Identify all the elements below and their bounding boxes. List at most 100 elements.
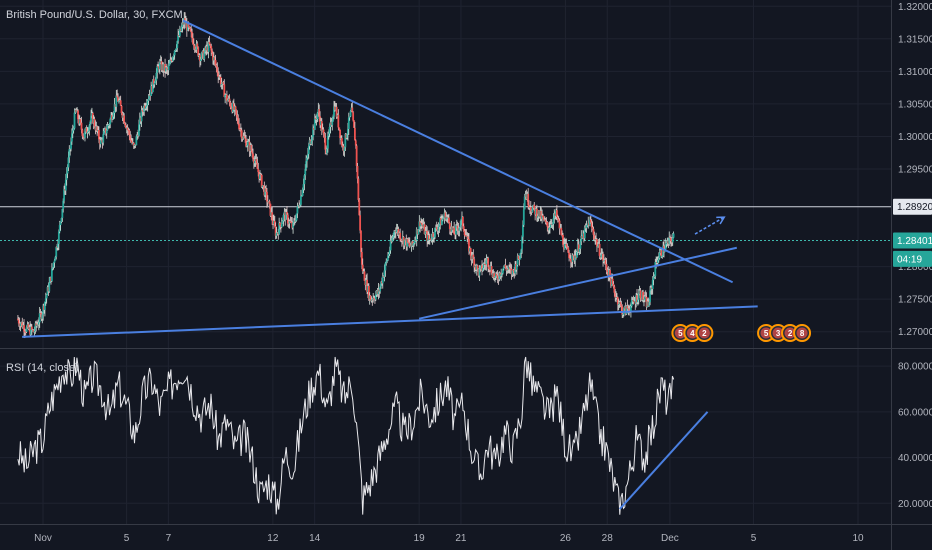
price-tick-label: 1.31500 (898, 34, 932, 45)
candle (178, 25, 181, 38)
candle (357, 176, 360, 202)
candle (521, 235, 523, 254)
time-tick-label: 12 (267, 533, 279, 544)
candle (515, 264, 518, 275)
candle (389, 234, 392, 254)
candle (448, 213, 450, 224)
candle (563, 237, 566, 250)
candle (237, 114, 240, 126)
projection-arrow[interactable] (694, 216, 725, 235)
trend-line-3[interactable] (418, 246, 738, 320)
candle (482, 262, 485, 271)
price-tick-label: 1.29500 (898, 164, 932, 175)
candle (115, 89, 118, 112)
rsi-title[interactable]: RSI (14, close) (6, 362, 79, 374)
candle (403, 240, 406, 249)
candle (574, 249, 577, 267)
rsi-trend-line-segment[interactable] (619, 411, 709, 510)
candle (481, 260, 483, 276)
rsi-grid (0, 365, 891, 504)
candle (253, 155, 256, 167)
price-tick-label: 1.30500 (898, 99, 932, 110)
candle (86, 127, 89, 139)
candle (230, 102, 233, 109)
time-axis[interactable]: Nov 5 7 12 14 19 21 26 28 Dec 5 10 (34, 533, 864, 544)
candle (570, 261, 573, 268)
price-series[interactable] (17, 12, 675, 339)
candle (167, 60, 170, 76)
candle (556, 214, 559, 223)
candle (170, 56, 173, 63)
candle (493, 271, 496, 281)
candle (417, 228, 420, 235)
rsi-trend-line[interactable] (619, 411, 709, 510)
candle (384, 261, 387, 277)
candle (453, 221, 456, 235)
candle (90, 109, 92, 125)
candle (644, 290, 647, 298)
event-marker[interactable]: 8 (793, 324, 812, 342)
candle (193, 44, 196, 53)
price-tick-label: 1.30000 (898, 132, 932, 143)
candle (630, 296, 633, 308)
candle (560, 224, 563, 236)
candle (210, 43, 213, 57)
candle (71, 124, 74, 139)
time-tick-label: 28 (602, 533, 614, 544)
candle (519, 252, 522, 260)
trend-line-1[interactable] (182, 19, 734, 284)
price-tag-label: 04:19 (897, 254, 922, 265)
candle (473, 256, 476, 272)
rsi-line[interactable] (17, 356, 675, 515)
event-count: 8 (800, 329, 805, 338)
rsi-series[interactable] (17, 356, 675, 515)
candle (428, 230, 430, 245)
candle (598, 238, 601, 260)
candle (288, 219, 291, 229)
price-tick-label: 1.31000 (898, 67, 932, 78)
event-count: 5 (678, 329, 683, 338)
candle (148, 89, 151, 100)
candle (240, 127, 243, 142)
candle (293, 218, 295, 227)
event-count: 3 (776, 329, 781, 338)
price-tag-label: 1.28920 (897, 202, 932, 213)
candle (296, 202, 299, 219)
candle (99, 136, 102, 148)
price-axis[interactable]: 1.32000 1.31500 1.31000 1.30500 1.30000 1.295… (898, 2, 932, 338)
time-tick-label: 5 (124, 533, 130, 544)
candle (460, 218, 463, 232)
candle (289, 216, 292, 223)
candle (500, 268, 503, 281)
candle (395, 223, 398, 234)
time-tick-label: 5 (751, 533, 757, 544)
candle (487, 256, 490, 273)
price-tag-bg (893, 250, 932, 267)
rsi-axis[interactable]: 80.0000 60.0000 40.0000 20.0000 (898, 362, 932, 510)
trend-lines[interactable] (22, 19, 758, 338)
candle (165, 66, 167, 74)
candle (658, 246, 661, 260)
candle (63, 185, 65, 204)
candle (351, 102, 354, 113)
candle (44, 301, 46, 317)
candle (535, 204, 538, 222)
candle (567, 245, 570, 254)
candle (320, 118, 323, 136)
candle (34, 321, 37, 334)
rsi-tick-label: 60.0000 (898, 407, 932, 418)
candle (278, 217, 281, 235)
trend-line-2[interactable] (22, 305, 758, 338)
candle (295, 213, 298, 222)
candle (569, 254, 571, 260)
candle (516, 253, 519, 267)
candle (306, 156, 308, 168)
event-count: 4 (690, 329, 695, 338)
candle (140, 105, 143, 128)
candle (445, 211, 448, 222)
symbol-title[interactable]: British Pound/U.S. Dollar, 30, FXCM (6, 9, 183, 21)
event-marker[interactable]: 2 (695, 324, 714, 342)
candle (632, 295, 635, 305)
